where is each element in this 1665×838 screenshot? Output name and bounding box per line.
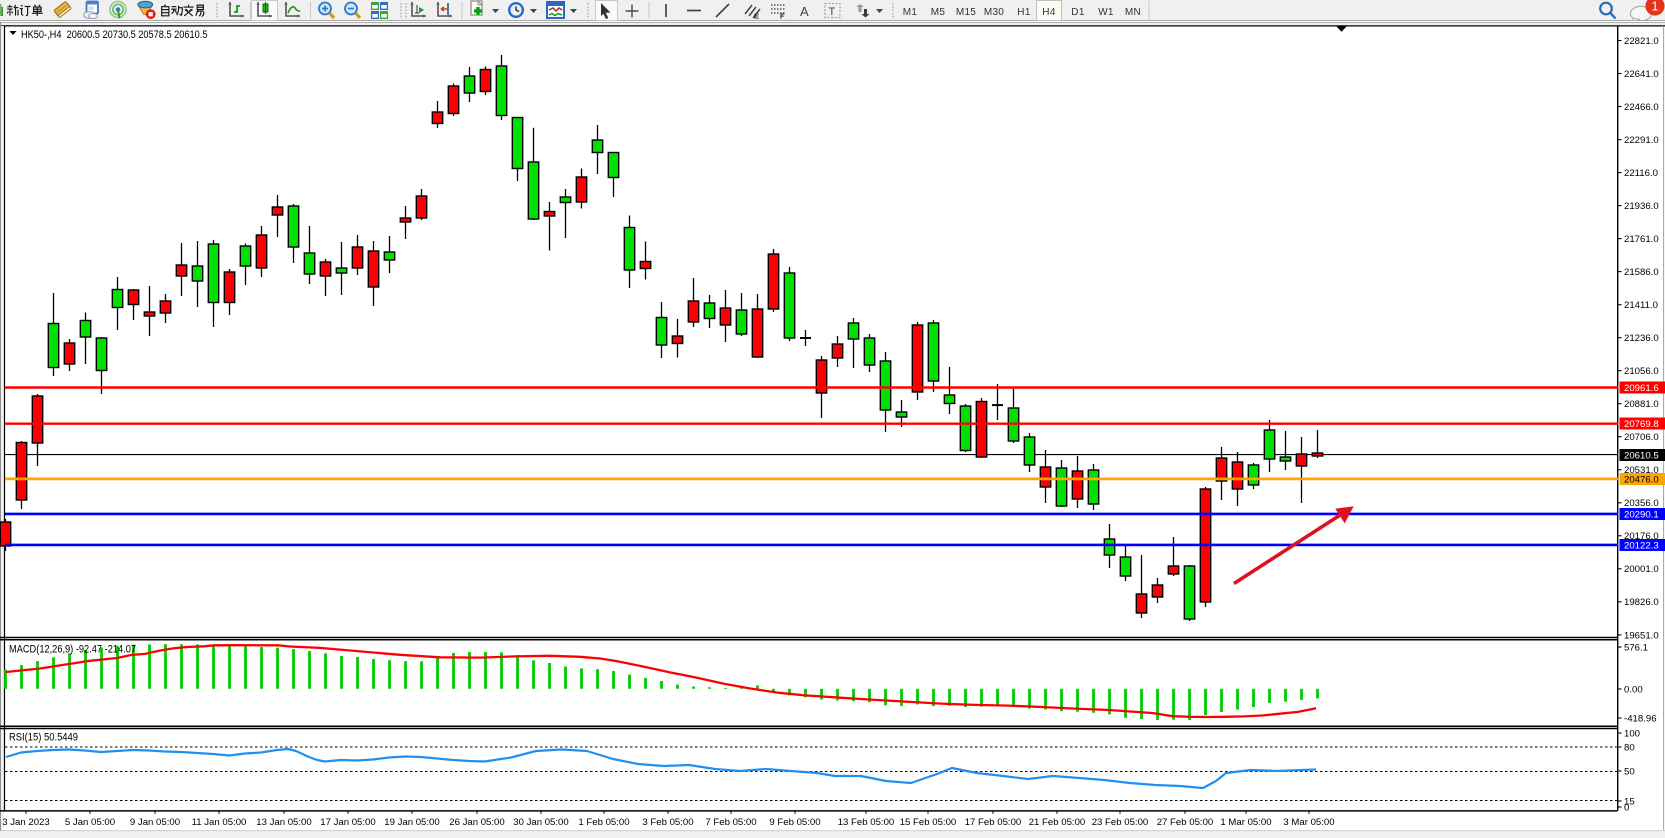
svg-text:11 Jan 05:00: 11 Jan 05:00: [192, 817, 247, 828]
svg-text:13 Feb 05:00: 13 Feb 05:00: [838, 817, 895, 828]
svg-text:80: 80: [1624, 742, 1635, 753]
svg-text:-418.96: -418.96: [1624, 713, 1657, 724]
svg-text:F: F: [780, 12, 785, 21]
svg-text:MACD(12,26,9) -92.47 -214.07: MACD(12,26,9) -92.47 -214.07: [9, 643, 136, 655]
svg-text:W1: W1: [1098, 7, 1114, 18]
svg-text:20001.0: 20001.0: [1624, 564, 1659, 575]
svg-text:19826.0: 19826.0: [1624, 597, 1659, 608]
svg-text:20881.0: 20881.0: [1624, 399, 1659, 410]
svg-text:50: 50: [1624, 766, 1635, 777]
svg-text:17 Jan 05:00: 17 Jan 05:00: [320, 817, 375, 828]
svg-text:A: A: [800, 4, 809, 19]
svg-text:26 Jan 05:00: 26 Jan 05:00: [449, 817, 504, 828]
svg-text:0: 0: [1624, 802, 1629, 813]
svg-text:T: T: [829, 6, 836, 18]
svg-text:20706.0: 20706.0: [1624, 432, 1659, 443]
svg-text:15 Feb 05:00: 15 Feb 05:00: [900, 817, 957, 828]
svg-text:19 Jan 05:00: 19 Jan 05:00: [384, 817, 439, 828]
svg-text:M5: M5: [931, 7, 946, 18]
svg-text:21236.0: 21236.0: [1624, 333, 1659, 344]
svg-text:E: E: [754, 12, 759, 21]
svg-text:27 Feb 05:00: 27 Feb 05:00: [1157, 817, 1214, 828]
svg-text:21411.0: 21411.0: [1624, 300, 1658, 311]
svg-text:13 Jan 05:00: 13 Jan 05:00: [256, 817, 311, 828]
svg-text:1: 1: [1652, 0, 1659, 13]
svg-text:9 Feb 05:00: 9 Feb 05:00: [769, 817, 820, 828]
svg-text:1 Mar 05:00: 1 Mar 05:00: [1220, 817, 1271, 828]
svg-text:RSI(15) 50.5449: RSI(15) 50.5449: [9, 731, 78, 743]
svg-text:MN: MN: [1125, 7, 1141, 18]
svg-text:20610.5: 20610.5: [1624, 450, 1659, 461]
svg-text:15: 15: [1624, 796, 1635, 807]
svg-text:5 Jan 05:00: 5 Jan 05:00: [65, 817, 115, 828]
svg-text:576.1: 576.1: [1624, 642, 1648, 653]
svg-text:20476.0: 20476.0: [1624, 474, 1659, 485]
svg-text:M1: M1: [903, 7, 918, 18]
svg-text:M15: M15: [956, 7, 976, 18]
svg-text:20531.0: 20531.0: [1624, 465, 1659, 476]
svg-text:3 Feb 05:00: 3 Feb 05:00: [642, 817, 693, 828]
svg-text:21586.0: 21586.0: [1624, 267, 1659, 278]
svg-text:22466.0: 22466.0: [1624, 102, 1659, 113]
svg-text:20356.0: 20356.0: [1624, 498, 1659, 509]
svg-text:0.00: 0.00: [1624, 684, 1643, 695]
svg-text:D1: D1: [1071, 7, 1085, 18]
svg-text:100: 100: [1624, 728, 1640, 739]
svg-text:7 Feb 05:00: 7 Feb 05:00: [705, 817, 756, 828]
svg-text:H4: H4: [1042, 7, 1056, 18]
svg-text:23 Feb 05:00: 23 Feb 05:00: [1092, 817, 1149, 828]
svg-text:30 Jan 05:00: 30 Jan 05:00: [513, 817, 568, 828]
svg-text:20769.8: 20769.8: [1624, 419, 1659, 430]
svg-text:3 Mar 05:00: 3 Mar 05:00: [1283, 817, 1334, 828]
svg-text:21056.0: 21056.0: [1624, 366, 1659, 377]
svg-text:19651.0: 19651.0: [1624, 630, 1659, 641]
svg-text:22116.0: 22116.0: [1624, 168, 1658, 179]
svg-text:HK50-,H4 20600.5 20730.5 2057: HK50-,H4 20600.5 20730.5 20578.5 20610.5: [21, 29, 208, 41]
svg-text:21 Feb 05:00: 21 Feb 05:00: [1029, 817, 1086, 828]
svg-text:H1: H1: [1017, 7, 1031, 18]
svg-text:22641.0: 22641.0: [1624, 69, 1659, 80]
svg-text:20961.6: 20961.6: [1624, 383, 1659, 394]
svg-text:20122.3: 20122.3: [1624, 540, 1659, 551]
svg-text:9 Jan 05:00: 9 Jan 05:00: [130, 817, 180, 828]
svg-text:20290.1: 20290.1: [1624, 509, 1659, 520]
svg-text:17 Feb 05:00: 17 Feb 05:00: [965, 817, 1022, 828]
svg-text:20176.0: 20176.0: [1624, 531, 1659, 542]
svg-text:M30: M30: [984, 7, 1004, 18]
svg-text:1 Feb 05:00: 1 Feb 05:00: [578, 817, 629, 828]
svg-text:22291.0: 22291.0: [1624, 135, 1659, 146]
svg-text:3 Jan 2023: 3 Jan 2023: [2, 817, 49, 828]
svg-text:22821.0: 22821.0: [1624, 36, 1659, 47]
svg-text:21761.0: 21761.0: [1624, 234, 1659, 245]
svg-text:21936.0: 21936.0: [1624, 201, 1659, 212]
